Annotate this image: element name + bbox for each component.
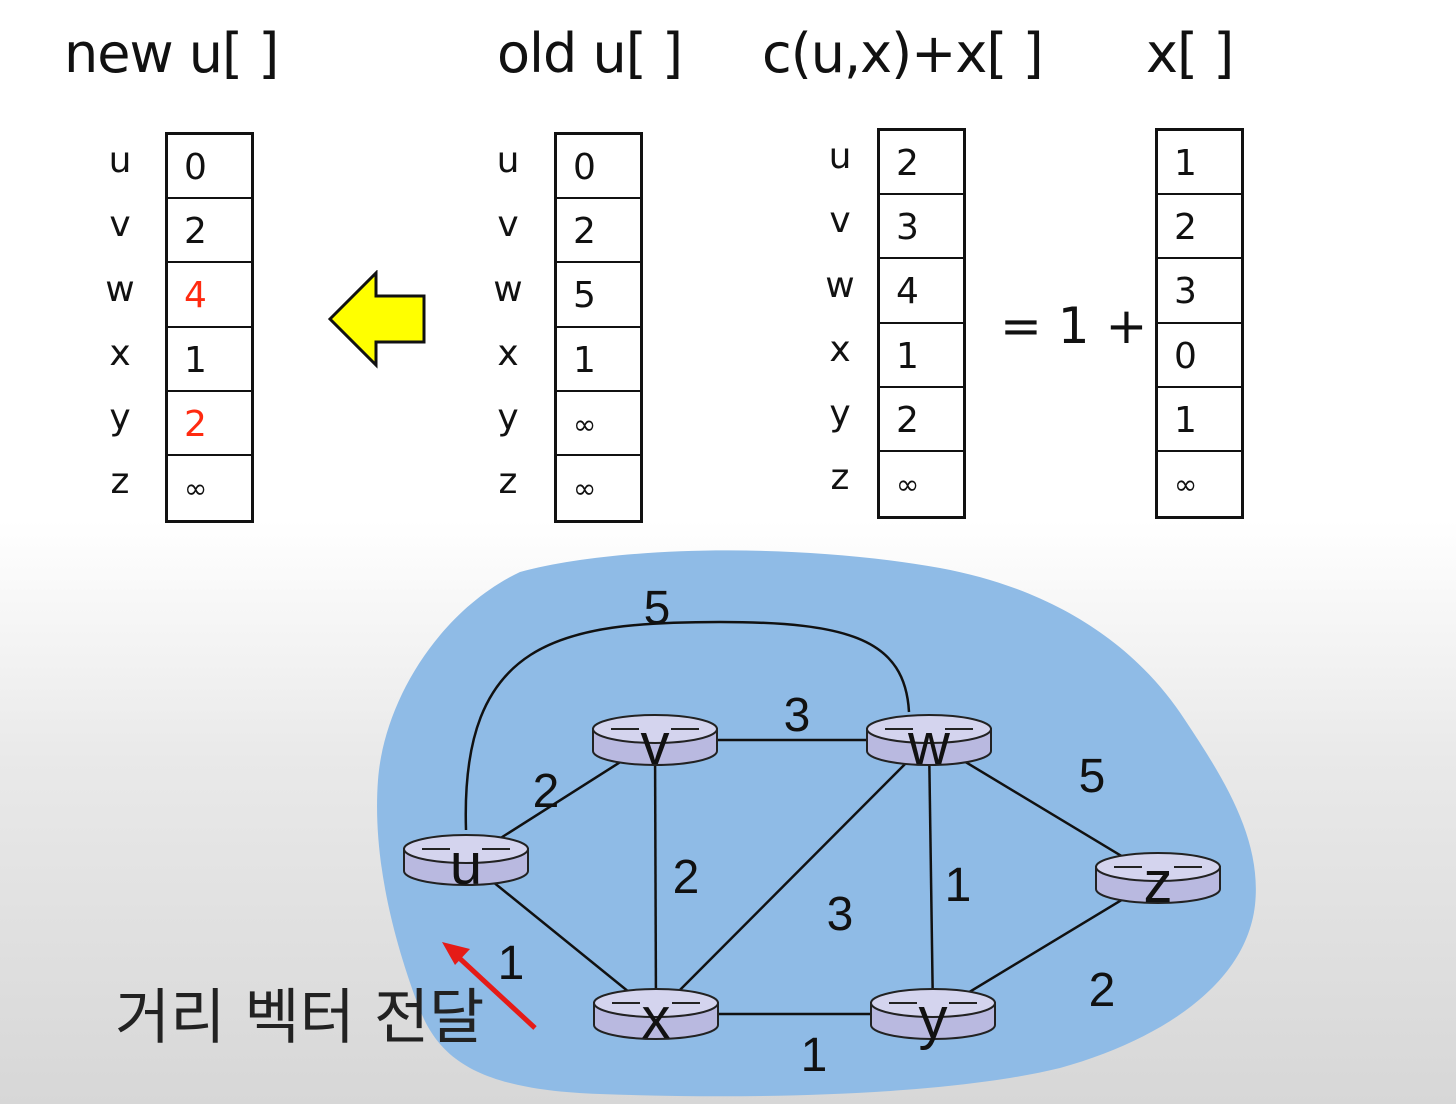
router-y: y (870, 986, 996, 1051)
vector-cell: ∞ (896, 467, 920, 501)
vector-cell: 3 (880, 195, 963, 260)
row-label: x (497, 332, 519, 374)
vector-cell: 2 (557, 199, 640, 264)
network-region (377, 550, 1256, 1097)
vector-cell: 0 (1158, 324, 1241, 388)
link-u-w (464, 620, 911, 831)
vector-cell: ∞ (573, 471, 597, 505)
message-arrow-head (442, 942, 470, 965)
router-label-w: w (907, 712, 951, 777)
row-label: x (829, 328, 851, 370)
vector-cell: 1 (557, 328, 640, 392)
row-label: v (497, 204, 519, 246)
vector-cell: 4 (168, 263, 251, 328)
title-new-u: new u[ ] (64, 22, 279, 85)
router-w: w (866, 712, 992, 777)
link-cost-u-v: 2 (533, 765, 560, 818)
vector-cell: 1 (1158, 131, 1241, 196)
router-label-z: z (1144, 850, 1173, 915)
vector-old-u: 0 2 5 1 ∞ ∞ (554, 132, 643, 524)
caption-text: 거리 벡터 전달 (115, 983, 485, 1053)
row-labels-old-u: u v w x y z (488, 132, 528, 518)
link-cost-w-y: 1 (945, 859, 972, 912)
link-x-w (655, 739, 930, 1015)
title-x-vector: x[ ] (1146, 22, 1234, 85)
vector-cell: 2 (880, 388, 963, 452)
router-z: z (1095, 850, 1221, 915)
vector-cell: 1 (1158, 388, 1241, 452)
router-label-v: v (641, 712, 670, 777)
row-label: u (108, 140, 132, 181)
vector-cell: 2 (1158, 195, 1241, 260)
vector-cell: 4 (880, 259, 963, 324)
vector-cell: ∞ (184, 471, 208, 505)
router-u: u (403, 832, 529, 897)
row-label: v (109, 204, 131, 246)
vector-new-u: 0 2 4 1 2 ∞ (165, 132, 254, 524)
vector-cell: ∞ (557, 392, 640, 456)
vector-cell: 2 (168, 392, 251, 456)
link-w-y (927, 739, 935, 1015)
row-label: x (109, 332, 131, 374)
router-label-x: x (642, 986, 671, 1051)
row-label: z (498, 461, 518, 503)
vector-cell: 3 (1158, 259, 1241, 324)
row-label: z (830, 457, 850, 499)
vector-x: 1 2 3 0 1 ∞ (1155, 128, 1244, 520)
link-cost-u-w: 5 (644, 582, 671, 635)
link-cost-u-x: 1 (498, 937, 525, 990)
vector-cell: 0 (168, 135, 251, 200)
row-label: w (493, 268, 523, 310)
link-cost-v-x: 2 (673, 851, 700, 904)
vector-cell: 1 (168, 328, 251, 392)
vector-cell: 1 (880, 324, 963, 388)
vector-cost-plus-x: 2 3 4 1 2 ∞ (877, 128, 966, 520)
title-old-u: old u[ ] (497, 22, 683, 85)
equation-text: = 1 + (1000, 297, 1148, 355)
link-cost-v-w: 3 (784, 689, 811, 742)
link-cost-x-w: 3 (827, 888, 854, 941)
row-label: w (825, 264, 855, 306)
row-label: z (110, 461, 130, 503)
link-cost-w-z: 5 (1079, 750, 1106, 803)
row-label: y (497, 397, 519, 439)
vector-cell: ∞ (1174, 467, 1198, 501)
router-label-y: y (919, 986, 948, 1051)
router-v: v (592, 712, 718, 777)
row-labels-cost-plus-x: u v w x y z (820, 128, 860, 514)
title-cost-plus-x: c(u,x)+x[ ] (762, 22, 1044, 85)
row-label: y (109, 397, 131, 439)
link-u-x (465, 859, 657, 1015)
row-label: w (105, 268, 135, 310)
row-label: v (829, 200, 851, 242)
message-arrow-line (454, 953, 537, 1030)
left-arrow-icon (327, 270, 426, 369)
link-cost-x-y: 1 (801, 1029, 828, 1082)
row-label: y (829, 393, 851, 435)
router-label-u: u (450, 832, 482, 897)
vector-cell: 2 (168, 199, 251, 264)
vector-cell: 2 (880, 131, 963, 196)
link-v-x (653, 739, 658, 1015)
row-labels-new-u: u v w x y z (100, 132, 140, 518)
router-x: x (593, 986, 719, 1051)
vector-cell: 0 (557, 135, 640, 200)
link-cost-y-z: 2 (1089, 964, 1116, 1017)
row-label: u (828, 136, 852, 177)
row-label: u (496, 140, 520, 181)
vector-cell: 5 (557, 263, 640, 328)
